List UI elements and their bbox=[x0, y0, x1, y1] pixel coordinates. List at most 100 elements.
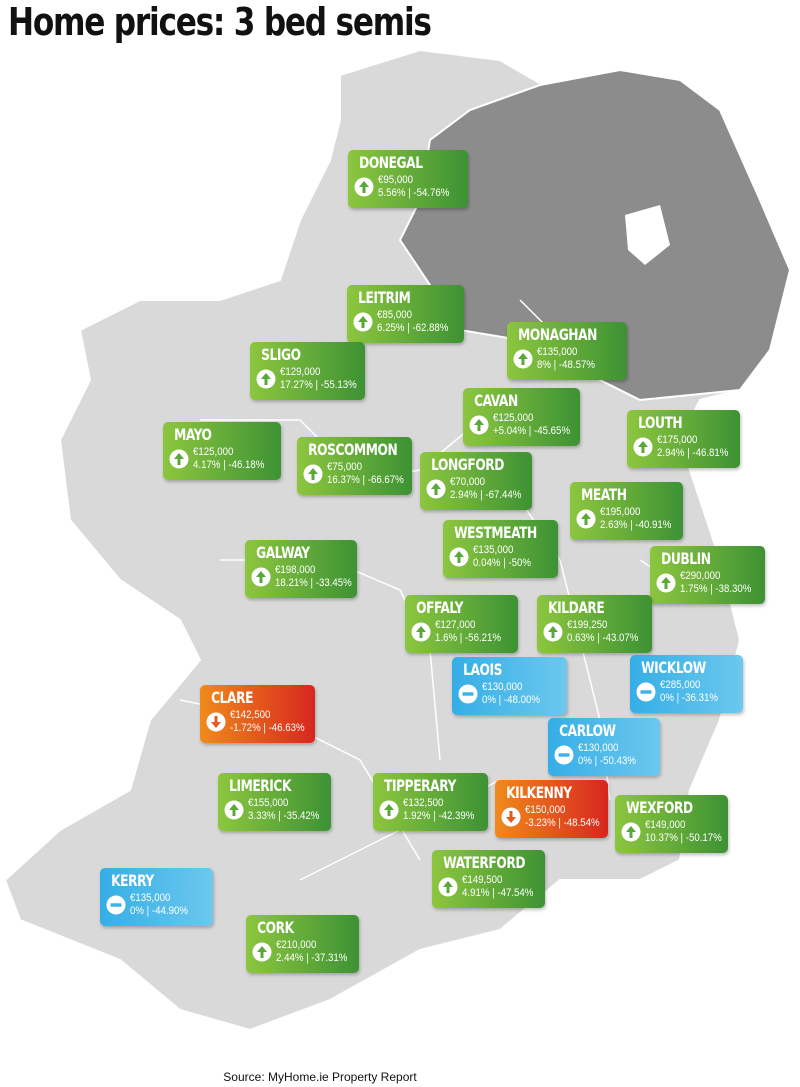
county-card: CORK €210,000 2.44% | -37.31% bbox=[246, 915, 359, 973]
county-change: 1.92% | -42.39% bbox=[403, 810, 475, 822]
county-change: 0.04% | -50% bbox=[473, 557, 531, 569]
county-price: €285,000 bbox=[660, 679, 701, 691]
trend-icon bbox=[256, 369, 276, 389]
county-card: DUBLIN €290,000 1.75% | -38.30% bbox=[650, 546, 765, 604]
county-change: 4.17% | -46.18% bbox=[193, 459, 265, 471]
lough-neagh bbox=[625, 205, 670, 265]
county-change: 2.44% | -37.31% bbox=[276, 952, 348, 964]
trend-icon bbox=[449, 547, 469, 567]
county-name: LONGFORD bbox=[431, 455, 505, 474]
trend-icon bbox=[438, 877, 458, 897]
county-card: CLARE €142,500 -1.72% | -46.63% bbox=[200, 685, 315, 743]
county-change: 8% | -48.57% bbox=[537, 359, 595, 371]
county-change: 0% | -50.43% bbox=[578, 755, 636, 767]
county-change: 2.63% | -40.91% bbox=[600, 519, 672, 531]
county-card: MONAGHAN €135,000 8% | -48.57% bbox=[507, 322, 627, 380]
trend-icon bbox=[379, 800, 399, 820]
county-price: €130,000 bbox=[482, 681, 523, 693]
county-price: €150,000 bbox=[525, 804, 566, 816]
county-change: 2.94% | -67.44% bbox=[450, 489, 522, 501]
county-change: 17.27% | -55.13% bbox=[280, 379, 357, 391]
county-name: KILDARE bbox=[548, 598, 605, 617]
trend-icon bbox=[353, 312, 373, 332]
county-card: SLIGO €129,000 17.27% | -55.13% bbox=[250, 342, 365, 400]
county-price: €125,000 bbox=[193, 446, 234, 458]
county-price: €142,500 bbox=[230, 709, 271, 721]
trend-icon bbox=[303, 464, 323, 484]
county-name: MEATH bbox=[581, 485, 627, 504]
county-price: €130,000 bbox=[578, 742, 619, 754]
county-name: OFFALY bbox=[416, 598, 464, 617]
county-change: 4.91% | -47.54% bbox=[462, 887, 534, 899]
county-name: CARLOW bbox=[559, 721, 616, 740]
trend-icon bbox=[469, 415, 489, 435]
county-change: 5.56% | -54.76% bbox=[378, 187, 450, 199]
county-card: LOUTH €175,000 2.94% | -46.81% bbox=[627, 410, 740, 468]
county-price: €75,000 bbox=[327, 461, 362, 473]
county-price: €149,500 bbox=[462, 874, 503, 886]
county-price: €175,000 bbox=[657, 434, 698, 446]
county-card: CAVAN €125,000 +5.04% | -45.65% bbox=[463, 388, 580, 446]
county-card: LIMERICK €155,000 3.33% | -35.42% bbox=[218, 773, 331, 831]
county-card: LEITRIM €85,000 6.25% | -62.88% bbox=[347, 285, 464, 343]
county-card: KILDARE €199,250 0.63% | -43.07% bbox=[537, 595, 652, 653]
county-price: €135,000 bbox=[537, 346, 578, 358]
county-price: €125,000 bbox=[493, 412, 534, 424]
county-change: 0.63% | -43.07% bbox=[567, 632, 639, 644]
county-name: LIMERICK bbox=[229, 776, 292, 795]
county-card: DONEGAL €95,000 5.56% | -54.76% bbox=[348, 150, 468, 208]
county-price: €135,000 bbox=[473, 544, 514, 556]
county-name: DUBLIN bbox=[661, 549, 711, 568]
trend-icon bbox=[354, 177, 374, 197]
trend-icon bbox=[636, 682, 656, 702]
title: Home prices: 3 bed semis bbox=[8, 0, 432, 44]
trend-icon bbox=[169, 449, 189, 469]
county-change: 0% | -36.31% bbox=[660, 692, 718, 704]
county-card: KERRY €135,000 0% | -44.90% bbox=[100, 868, 213, 926]
county-price: €198,000 bbox=[275, 564, 316, 576]
county-card: WATERFORD €149,500 4.91% | -47.54% bbox=[432, 850, 545, 908]
county-card: OFFALY €127,000 1.6% | -56.21% bbox=[405, 595, 518, 653]
county-price: €195,000 bbox=[600, 506, 641, 518]
county-card: WESTMEATH €135,000 0.04% | -50% bbox=[443, 520, 558, 578]
county-change: 3.33% | -35.42% bbox=[248, 810, 320, 822]
county-change: 2.94% | -46.81% bbox=[657, 447, 729, 459]
source: Source: MyHome.ie Property Report bbox=[223, 1070, 417, 1084]
county-price: €95,000 bbox=[378, 174, 413, 186]
county-name: WESTMEATH bbox=[454, 523, 537, 542]
county-name: LOUTH bbox=[638, 413, 683, 432]
county-change: 1.75% | -38.30% bbox=[680, 583, 752, 595]
trend-icon bbox=[106, 895, 126, 915]
trend-icon bbox=[513, 349, 533, 369]
county-card: MAYO €125,000 4.17% | -46.18% bbox=[163, 422, 281, 480]
county-change: 18.21% | -33.45% bbox=[275, 577, 352, 589]
county-name: CORK bbox=[257, 918, 294, 937]
county-change: 0% | -48.00% bbox=[482, 694, 540, 706]
county-card: MEATH €195,000 2.63% | -40.91% bbox=[570, 482, 683, 540]
county-card: GALWAY €198,000 18.21% | -33.45% bbox=[245, 540, 357, 598]
county-change: 10.37% | -50.17% bbox=[645, 832, 722, 844]
county-card: LONGFORD €70,000 2.94% | -67.44% bbox=[420, 452, 532, 510]
county-price: €210,000 bbox=[276, 939, 317, 951]
county-name: KERRY bbox=[111, 871, 154, 890]
county-price: €85,000 bbox=[377, 309, 412, 321]
county-name: WICKLOW bbox=[641, 658, 706, 677]
county-change: 0% | -44.90% bbox=[130, 905, 188, 917]
trend-icon bbox=[621, 822, 641, 842]
trend-icon bbox=[501, 807, 521, 827]
trend-icon bbox=[426, 479, 446, 499]
county-card: LAOIS €130,000 0% | -48.00% bbox=[452, 657, 567, 715]
trend-icon bbox=[576, 509, 596, 529]
county-change: 6.25% | -62.88% bbox=[377, 322, 449, 334]
county-card: KILKENNY €150,000 -3.23% | -48.54% bbox=[495, 780, 608, 838]
trend-icon bbox=[554, 745, 574, 765]
county-name: CLARE bbox=[211, 688, 254, 707]
county-price: €135,000 bbox=[130, 892, 171, 904]
trend-icon bbox=[206, 712, 226, 732]
county-price: €155,000 bbox=[248, 797, 289, 809]
county-change: -3.23% | -48.54% bbox=[525, 817, 600, 829]
county-change: 1.6% | -56.21% bbox=[435, 632, 502, 644]
county-price: €132,500 bbox=[403, 797, 444, 809]
trend-icon bbox=[633, 437, 653, 457]
